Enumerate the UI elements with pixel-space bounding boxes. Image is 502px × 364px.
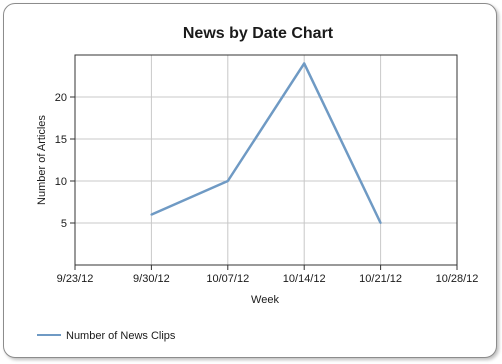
y-tick-label: 20 — [55, 92, 67, 104]
y-tick-label: 5 — [61, 218, 67, 230]
series-layer — [150, 62, 382, 224]
x-tick-label: 9/23/12 — [57, 273, 94, 285]
plot-area — [74, 54, 458, 266]
x-tick-label: 10/21/12 — [359, 273, 402, 285]
x-tick-label: 10/07/12 — [206, 273, 249, 285]
y-axis-label: Number of Articles — [36, 115, 48, 205]
x-tick-label: 10/28/12 — [436, 273, 479, 285]
y-tick-label: 10 — [55, 176, 67, 188]
x-tick-label: 9/30/12 — [133, 273, 170, 285]
data-point — [379, 222, 382, 224]
data-point — [303, 62, 306, 65]
grid-lines — [74, 55, 458, 265]
series-line — [150, 62, 382, 224]
chart-title: News by Date Chart — [183, 25, 334, 42]
x-tick-label: 10/14/12 — [283, 273, 326, 285]
y-axis-ticks: 5 10 15 20 — [55, 92, 75, 230]
data-point — [150, 213, 153, 216]
x-axis-label: Week — [251, 294, 279, 306]
data-point — [226, 180, 229, 182]
y-tick-label: 15 — [55, 134, 67, 146]
x-axis-ticks: 9/23/12 9/30/12 10/07/12 10/14/12 10/21/12 10… — [57, 265, 479, 285]
legend: Number of News Clips — [37, 330, 176, 342]
legend-label: Number of News Clips — [66, 330, 176, 342]
